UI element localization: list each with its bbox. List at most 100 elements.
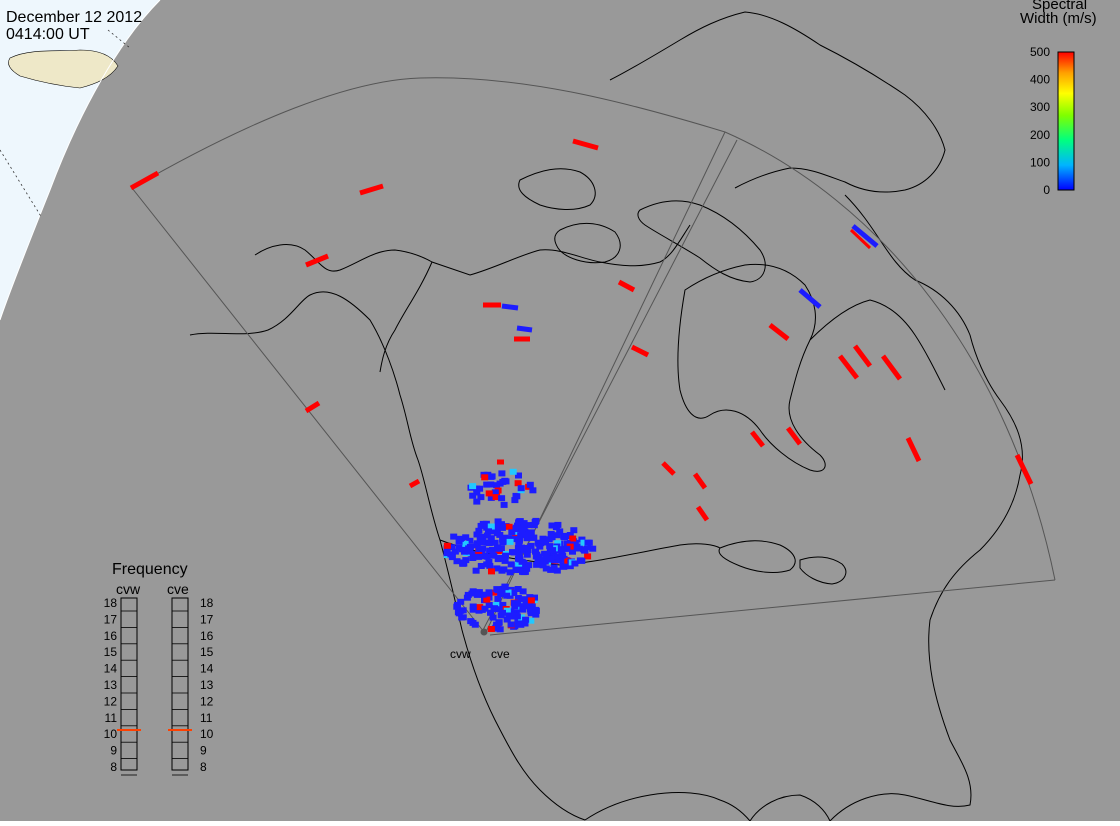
frequency-col-label-cvw: cvw bbox=[116, 581, 141, 597]
frequency-scale-label: 9 bbox=[200, 744, 207, 758]
echo-red-bar bbox=[304, 400, 321, 414]
echo-cell bbox=[487, 523, 495, 530]
echo-cell bbox=[447, 551, 455, 558]
echo-cell bbox=[515, 518, 523, 525]
frequency-scale-label: 12 bbox=[200, 694, 214, 708]
echo-cell bbox=[501, 534, 509, 541]
echo-cell bbox=[547, 531, 555, 537]
echo-cell bbox=[528, 603, 536, 610]
echo-cell bbox=[481, 605, 489, 612]
echo-cell bbox=[518, 544, 526, 551]
echo-cell bbox=[485, 528, 492, 535]
echo-cell bbox=[518, 558, 526, 565]
echo-cell bbox=[455, 538, 463, 545]
echo-cell bbox=[520, 520, 528, 527]
echo-cell bbox=[523, 530, 531, 537]
fov-outer-arc bbox=[131, 77, 1056, 581]
echo-cell bbox=[473, 542, 481, 549]
echo-cell bbox=[499, 478, 507, 485]
scatter-echoes bbox=[129, 138, 1034, 633]
echo-cell bbox=[563, 540, 571, 547]
frequency-scale-label: 13 bbox=[200, 678, 214, 692]
arctic-islands-1 bbox=[518, 168, 596, 210]
echo-red-bar bbox=[305, 253, 329, 268]
echo-cell bbox=[498, 588, 506, 595]
echo-cell bbox=[483, 524, 491, 531]
echo-cell bbox=[519, 568, 526, 575]
echo-cell bbox=[569, 535, 577, 542]
echo-cell bbox=[553, 532, 561, 539]
echo-cell bbox=[534, 557, 542, 564]
echo-cell bbox=[455, 544, 463, 551]
echo-cell bbox=[469, 603, 477, 610]
echo-cell bbox=[473, 531, 481, 538]
echo-cell bbox=[483, 481, 491, 488]
date-label: December 12 2012 bbox=[6, 9, 143, 26]
spectral-width-colorbar: 500 400 300 200 100 0 bbox=[1030, 45, 1075, 197]
echo-red-bar bbox=[750, 430, 765, 448]
echo-red-bar bbox=[617, 279, 636, 293]
echo-cell bbox=[537, 540, 545, 547]
echo-cell bbox=[469, 606, 477, 613]
echo-cell bbox=[539, 562, 547, 569]
echo-red-bar bbox=[129, 170, 160, 191]
echo-cell bbox=[512, 524, 520, 531]
echo-red-bar bbox=[661, 461, 676, 476]
legend-title-line2: Width (m/s) bbox=[1020, 10, 1097, 27]
echo-cell bbox=[542, 539, 549, 546]
colorbar-tick-label: 200 bbox=[1030, 128, 1050, 142]
gulf-coast bbox=[749, 794, 831, 822]
alaska-border bbox=[379, 261, 433, 373]
echo-cell bbox=[520, 525, 528, 532]
echo-cell bbox=[454, 601, 461, 608]
echo-cell bbox=[496, 626, 504, 633]
frequency-title: Frequency bbox=[112, 561, 188, 578]
echo-cell bbox=[485, 540, 493, 547]
echo-cell bbox=[493, 530, 501, 537]
echo-cell bbox=[532, 517, 540, 524]
echo-cell bbox=[584, 539, 592, 546]
frequency-scale-label: 15 bbox=[104, 645, 118, 659]
echo-red-bar bbox=[359, 183, 384, 196]
echo-cell bbox=[483, 561, 491, 568]
echo-cell bbox=[501, 557, 509, 564]
echo-cell bbox=[492, 494, 500, 501]
echo-cell bbox=[507, 621, 515, 628]
echo-red-bar bbox=[786, 426, 802, 446]
echo-cell bbox=[533, 561, 541, 568]
echo-cell bbox=[527, 617, 535, 624]
echo-cell bbox=[473, 489, 481, 496]
echo-red-bar bbox=[695, 505, 710, 522]
echo-cell bbox=[457, 598, 465, 605]
echo-cell bbox=[491, 489, 499, 496]
echo-cell bbox=[498, 521, 505, 528]
echo-cell bbox=[488, 568, 495, 575]
echo-cell bbox=[473, 591, 481, 598]
echo-cell bbox=[566, 532, 574, 538]
echo-cell bbox=[584, 544, 591, 551]
echo-cell bbox=[523, 535, 531, 542]
great-lakes bbox=[718, 540, 847, 585]
echo-red-bar bbox=[849, 228, 872, 250]
echo-cell bbox=[584, 553, 592, 560]
echo-cell bbox=[559, 555, 567, 562]
echo-cell bbox=[454, 609, 462, 616]
coastlines bbox=[189, 11, 1023, 822]
echo-cell bbox=[443, 550, 451, 557]
echo-cell bbox=[514, 595, 522, 601]
echo-cell bbox=[495, 545, 503, 552]
echo-cell bbox=[518, 528, 526, 535]
echo-cell bbox=[483, 596, 491, 603]
labrador-coast bbox=[809, 299, 946, 391]
echo-red-bar bbox=[572, 138, 599, 151]
echo-cell bbox=[499, 601, 507, 608]
hudson-bay-coast bbox=[677, 263, 826, 472]
echo-cell bbox=[469, 492, 477, 499]
echo-cell bbox=[509, 549, 516, 556]
echo-cell bbox=[505, 523, 513, 530]
arctic-islands-2 bbox=[554, 223, 621, 264]
echo-cell bbox=[451, 548, 459, 555]
echo-cell bbox=[485, 589, 493, 596]
echo-cell bbox=[578, 557, 586, 564]
colorbar-tick-label: 400 bbox=[1030, 73, 1050, 87]
